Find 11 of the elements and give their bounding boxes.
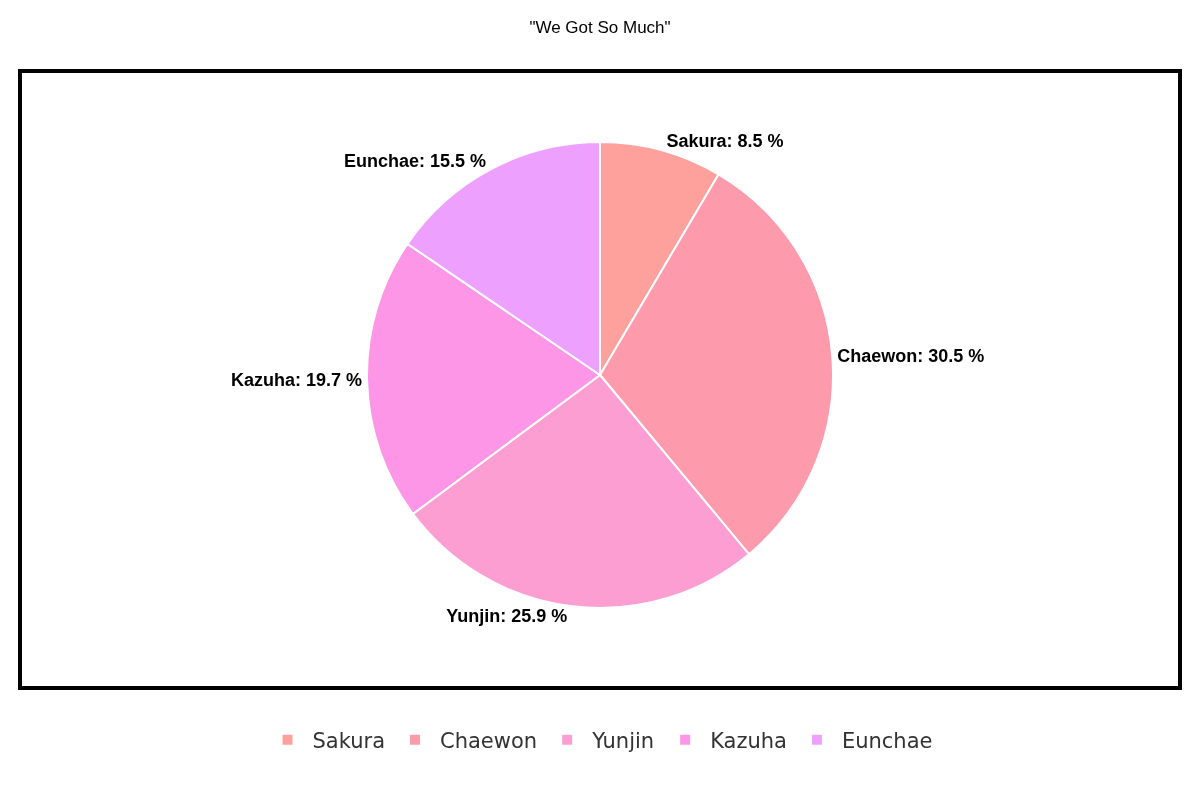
legend-label: Sakura bbox=[312, 728, 386, 753]
legend-label: Eunchae bbox=[841, 728, 933, 753]
data-label: Kazuha: 19.7 % bbox=[231, 369, 363, 390]
data-label: Yunjin: 25.9 % bbox=[446, 606, 568, 627]
data-label: Chaewon: 30.5 % bbox=[837, 346, 985, 367]
data-label: Sakura: 8.5 % bbox=[666, 130, 784, 151]
legend-label: Kazuha bbox=[710, 728, 787, 753]
legend-label: Chaewon bbox=[440, 728, 538, 753]
chart-title: "We Got So Much" bbox=[529, 17, 671, 37]
data-label: Eunchae: 15.5 % bbox=[344, 151, 487, 172]
legend-label: Yunjin bbox=[591, 728, 655, 753]
